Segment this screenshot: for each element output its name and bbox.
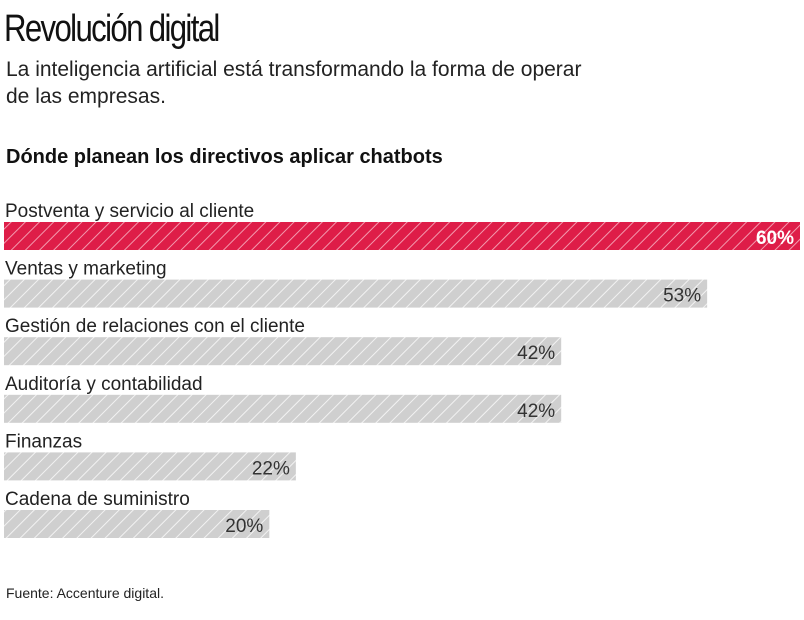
category-label: Auditoría y contabilidad [5, 374, 203, 395]
bar [4, 222, 800, 250]
bar-chart: Postventa y servicio al cliente 60% Ventas… [4, 201, 800, 538]
value-label: 42% [517, 343, 555, 364]
bar [4, 452, 296, 481]
value-label: 42% [517, 401, 555, 422]
bar [4, 394, 562, 423]
category-label: Postventa y servicio al cliente [5, 201, 254, 222]
chart-title: Dónde planean los directivos aplicar cha… [6, 146, 443, 168]
subtitle: La inteligencia artificial está transfor… [6, 58, 582, 108]
bar [4, 279, 708, 308]
value-label: 60% [756, 228, 794, 249]
value-label: 20% [225, 516, 263, 537]
category-label: Gestión de relaciones con el cliente [5, 316, 305, 337]
category-label: Finanzas [5, 431, 82, 452]
value-label: 53% [663, 286, 701, 307]
page-title: Revolución digital [4, 8, 220, 50]
bar [4, 510, 270, 538]
category-label: Ventas y marketing [5, 259, 167, 280]
category-label: Cadena de suministro [5, 489, 190, 510]
bar [4, 337, 562, 366]
value-label: 22% [252, 458, 290, 479]
source-note: Fuente: Accenture digital. [6, 585, 164, 601]
